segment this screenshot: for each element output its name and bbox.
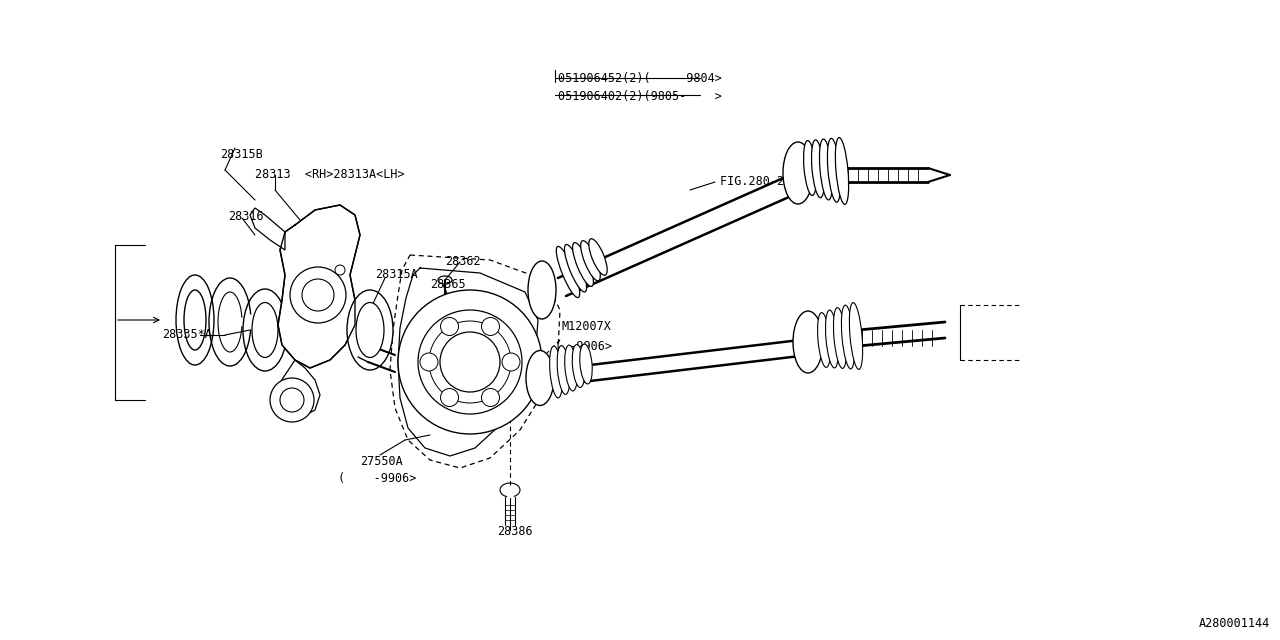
Ellipse shape bbox=[347, 290, 393, 370]
Ellipse shape bbox=[833, 308, 846, 369]
Text: 28313  <RH>28313A<LH>: 28313 <RH>28313A<LH> bbox=[255, 168, 404, 181]
Text: 28315B: 28315B bbox=[220, 148, 262, 161]
Text: (    -9906>: ( -9906> bbox=[338, 472, 416, 485]
Ellipse shape bbox=[794, 311, 823, 373]
Text: M12007X: M12007X bbox=[562, 320, 612, 333]
Text: 051906402(2)(9805-    >: 051906402(2)(9805- > bbox=[558, 90, 722, 103]
Circle shape bbox=[440, 388, 458, 406]
Text: 28386: 28386 bbox=[497, 525, 532, 538]
Circle shape bbox=[481, 317, 499, 335]
Text: FIG.280-2, 3: FIG.280-2, 3 bbox=[719, 175, 805, 188]
Circle shape bbox=[335, 265, 346, 275]
Circle shape bbox=[270, 378, 314, 422]
Ellipse shape bbox=[818, 312, 831, 367]
Circle shape bbox=[398, 290, 541, 434]
Ellipse shape bbox=[529, 261, 556, 319]
Circle shape bbox=[420, 353, 438, 371]
Ellipse shape bbox=[841, 305, 855, 369]
Ellipse shape bbox=[836, 138, 849, 204]
Ellipse shape bbox=[812, 140, 824, 198]
Ellipse shape bbox=[572, 243, 594, 287]
Ellipse shape bbox=[557, 246, 580, 298]
Text: 28315A: 28315A bbox=[375, 268, 417, 281]
Text: A280001144: A280001144 bbox=[1199, 617, 1270, 630]
Ellipse shape bbox=[564, 244, 586, 292]
Ellipse shape bbox=[526, 351, 554, 406]
Ellipse shape bbox=[356, 303, 384, 358]
Text: 28335*A: 28335*A bbox=[163, 328, 212, 341]
Circle shape bbox=[440, 317, 458, 335]
Circle shape bbox=[419, 310, 522, 414]
Text: 28365: 28365 bbox=[430, 278, 466, 291]
Ellipse shape bbox=[572, 344, 585, 387]
Text: 28316: 28316 bbox=[228, 210, 264, 223]
Circle shape bbox=[481, 388, 499, 406]
Polygon shape bbox=[273, 360, 320, 418]
Ellipse shape bbox=[589, 239, 607, 275]
Ellipse shape bbox=[500, 483, 520, 497]
Ellipse shape bbox=[580, 344, 593, 384]
Ellipse shape bbox=[826, 310, 838, 368]
Ellipse shape bbox=[557, 346, 570, 394]
Ellipse shape bbox=[783, 142, 813, 204]
Text: 051906452(2)(    -9804>: 051906452(2)( -9804> bbox=[558, 72, 722, 85]
Polygon shape bbox=[250, 208, 285, 250]
Polygon shape bbox=[278, 205, 360, 368]
Ellipse shape bbox=[438, 276, 452, 284]
Ellipse shape bbox=[819, 139, 832, 200]
Ellipse shape bbox=[804, 141, 817, 195]
Circle shape bbox=[302, 279, 334, 311]
Circle shape bbox=[280, 388, 305, 412]
Ellipse shape bbox=[564, 345, 577, 391]
Ellipse shape bbox=[549, 346, 562, 398]
Circle shape bbox=[291, 267, 346, 323]
Text: 28362: 28362 bbox=[445, 255, 480, 268]
Text: 27550A: 27550A bbox=[360, 455, 403, 468]
Ellipse shape bbox=[850, 303, 863, 369]
Ellipse shape bbox=[581, 241, 600, 281]
Circle shape bbox=[502, 353, 520, 371]
Ellipse shape bbox=[827, 138, 841, 202]
Text: ( -9906>: ( -9906> bbox=[556, 340, 612, 353]
Circle shape bbox=[440, 332, 500, 392]
